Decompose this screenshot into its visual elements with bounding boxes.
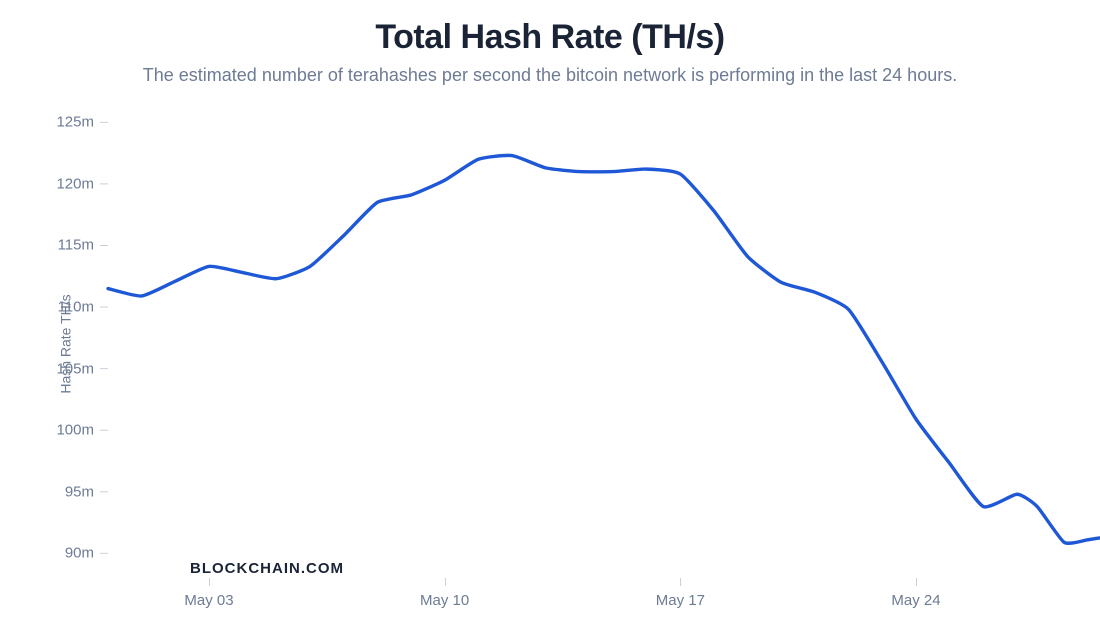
- x-tick-mark: [209, 578, 210, 586]
- x-tick-label: May 17: [656, 592, 705, 609]
- chart-title: Total Hash Rate (TH/s): [18, 18, 1082, 57]
- x-tick-label: May 03: [184, 592, 233, 609]
- x-tick-label: May 10: [420, 592, 469, 609]
- x-tick-mark: [680, 578, 681, 586]
- y-tick-label: 120m: [18, 175, 94, 192]
- y-tick-label: 125m: [18, 114, 94, 131]
- y-tick-label: 115m: [18, 237, 94, 254]
- y-tick-label: 100m: [18, 422, 94, 439]
- x-tick-label: May 24: [891, 592, 940, 609]
- y-tick-label: 110m: [18, 299, 94, 316]
- x-tick-mark: [916, 578, 917, 586]
- watermark-logo: BLOCKCHAIN.COM: [190, 560, 344, 577]
- chart-subtitle: The estimated number of terahashes per s…: [18, 65, 1082, 86]
- plot-area: Hash Rate TH/s BLOCKCHAIN.COM 90m95m100m…: [18, 110, 1100, 618]
- y-tick-label: 95m: [18, 483, 94, 500]
- line-chart-svg: [18, 110, 1100, 618]
- y-tick-label: 105m: [18, 360, 94, 377]
- y-tick-label: 90m: [18, 545, 94, 562]
- hashrate-chart: Total Hash Rate (TH/s) The estimated num…: [0, 0, 1100, 644]
- x-tick-mark: [445, 578, 446, 586]
